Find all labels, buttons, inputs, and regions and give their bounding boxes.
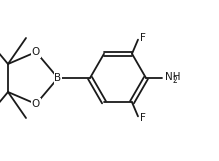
Text: 2: 2 xyxy=(172,76,177,85)
Text: F: F xyxy=(140,113,146,123)
Text: B: B xyxy=(55,73,62,83)
Text: O: O xyxy=(32,47,40,57)
Text: NH: NH xyxy=(165,72,180,82)
Text: F: F xyxy=(140,33,146,43)
Text: O: O xyxy=(32,99,40,109)
